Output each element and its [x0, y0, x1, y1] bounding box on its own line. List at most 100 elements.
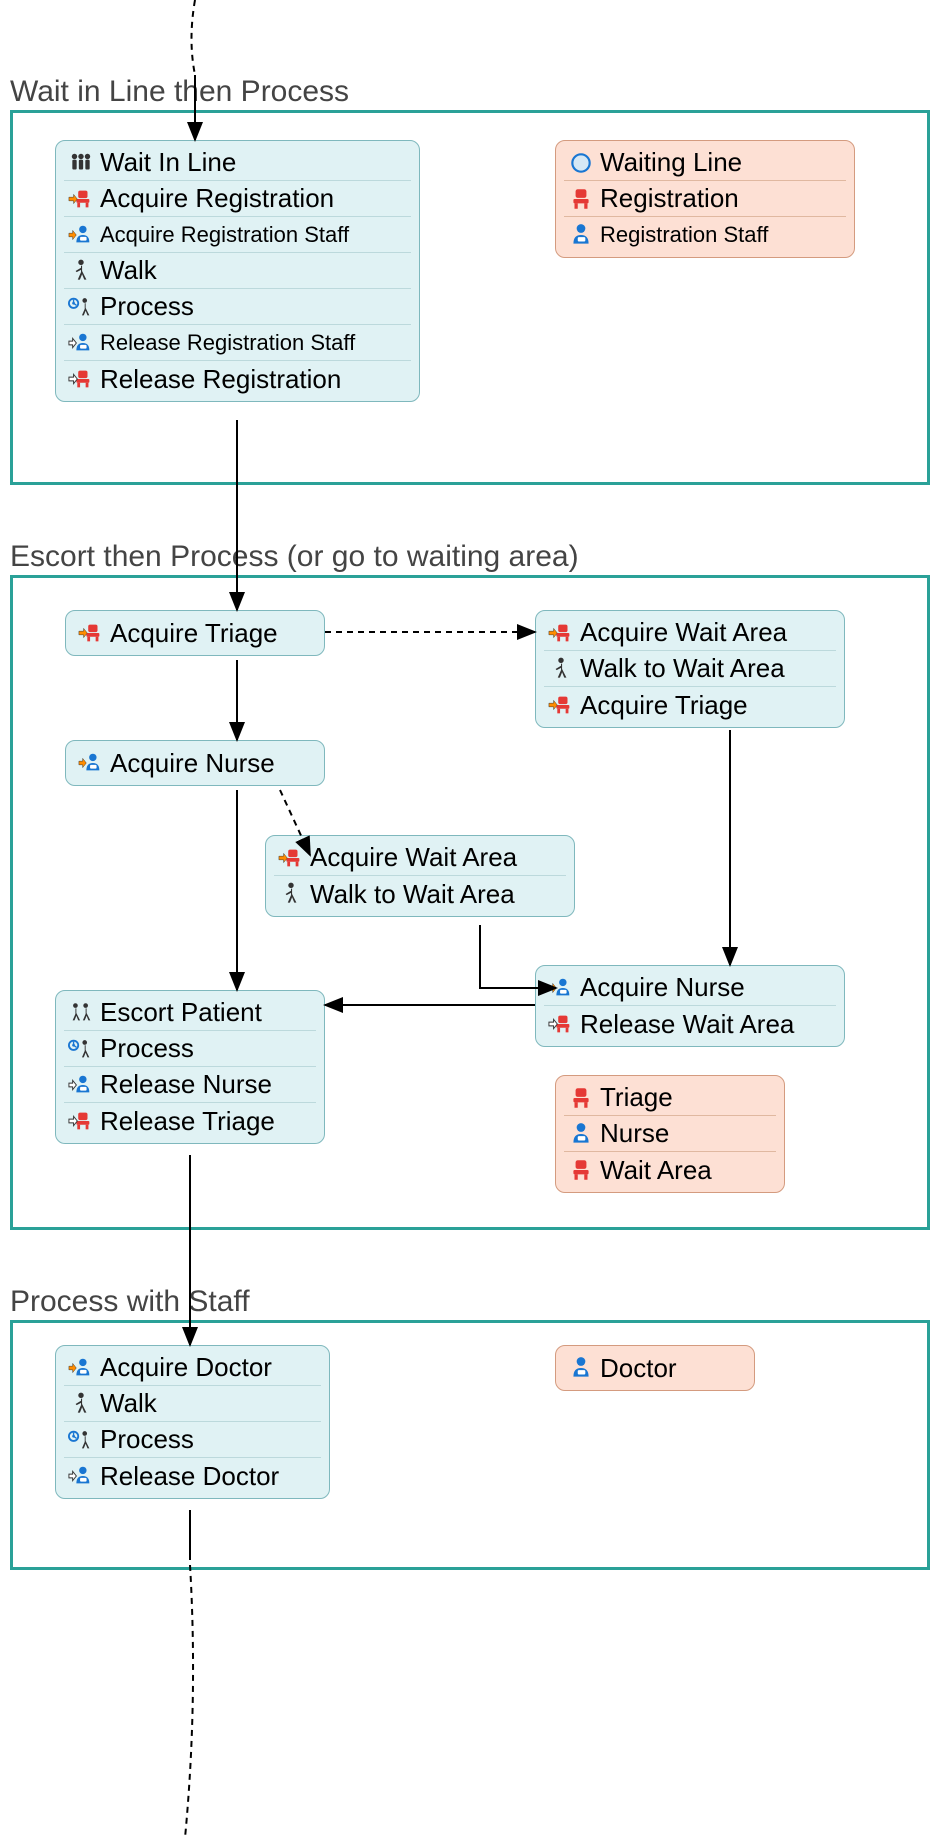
row-n7-3: Release Triage: [64, 1103, 316, 1139]
row-r2-0: Triage: [564, 1080, 776, 1116]
row-label: Process: [100, 1424, 194, 1455]
section-title-3: Process with Staff: [10, 1285, 250, 1319]
row-label: Acquire Registration Staff: [100, 222, 349, 248]
row-n7-0: Escort Patient: [64, 995, 316, 1031]
row-label: Registration Staff: [600, 222, 768, 248]
row-r1-0: Waiting Line: [564, 145, 846, 181]
row-n7-2: Release Nurse: [64, 1067, 316, 1103]
row-label: Acquire Triage: [110, 618, 278, 649]
row-n6-1: Release Wait Area: [544, 1006, 836, 1042]
row-n2-0: Acquire Triage: [74, 615, 316, 651]
row-n1-6: Release Registration: [64, 361, 411, 397]
node-n2: Acquire Triage: [65, 610, 325, 656]
row-label: Acquire Registration: [100, 183, 334, 214]
person-badge-acquire-icon: [548, 975, 574, 1001]
row-label: Acquire Wait Area: [580, 617, 787, 648]
person-badge-release-icon: [68, 1072, 94, 1098]
row-n1-0: Wait In Line: [64, 145, 411, 181]
walk-icon: [68, 1391, 94, 1417]
row-r3-0: Doctor: [564, 1350, 746, 1386]
row-n5-0: Acquire Wait Area: [274, 840, 566, 876]
row-label: Waiting Line: [600, 147, 742, 178]
row-label: Doctor: [600, 1353, 677, 1384]
node-n3: Acquire Wait Area Walk to Wait Area Acquir…: [535, 610, 845, 728]
seat-acquire-icon: [548, 620, 574, 646]
edge-e12: [185, 1565, 193, 1838]
row-label: Nurse: [600, 1118, 669, 1149]
people-queue-icon: [68, 150, 94, 176]
person-badge-icon: [568, 1121, 594, 1147]
circle-icon: [568, 150, 594, 176]
section-title-1: Wait in Line then Process: [10, 75, 349, 109]
row-n3-1: Walk to Wait Area: [544, 651, 836, 687]
person-badge-acquire-icon: [78, 750, 104, 776]
row-n1-1: Acquire Registration: [64, 181, 411, 217]
row-r2-1: Nurse: [564, 1116, 776, 1152]
row-n3-0: Acquire Wait Area: [544, 615, 836, 651]
row-r2-2: Wait Area: [564, 1152, 776, 1188]
row-n4-0: Acquire Nurse: [74, 745, 316, 781]
seat-icon: [568, 1085, 594, 1111]
escort-icon: [68, 1000, 94, 1026]
row-n1-4: Process: [64, 289, 411, 325]
row-label: Walk: [100, 1388, 157, 1419]
edge-e0: [192, 0, 196, 75]
row-label: Release Doctor: [100, 1461, 279, 1492]
row-r1-2: Registration Staff: [564, 217, 846, 253]
row-label: Wait Area: [600, 1155, 712, 1186]
row-label: Registration: [600, 183, 739, 214]
process-icon: [68, 294, 94, 320]
node-n6: Acquire Nurse Release Wait Area: [535, 965, 845, 1047]
row-label: Release Registration Staff: [100, 330, 355, 356]
node-r2: Triage Nurse Wait Area: [555, 1075, 785, 1193]
row-label: Wait In Line: [100, 147, 236, 178]
row-n3-2: Acquire Triage: [544, 687, 836, 723]
seat-acquire-icon: [78, 620, 104, 646]
row-label: Walk: [100, 255, 157, 286]
node-r3: Doctor: [555, 1345, 755, 1391]
person-badge-icon: [568, 1355, 594, 1381]
node-n1: Wait In Line Acquire Registration Acquire …: [55, 140, 420, 402]
row-label: Acquire Nurse: [580, 972, 745, 1003]
seat-acquire-icon: [68, 186, 94, 212]
seat-release-icon: [548, 1011, 574, 1037]
node-r1: Waiting Line Registration Registration Sta…: [555, 140, 855, 258]
person-badge-icon: [568, 222, 594, 248]
seat-acquire-icon: [548, 692, 574, 718]
row-label: Release Nurse: [100, 1069, 272, 1100]
row-label: Acquire Nurse: [110, 748, 275, 779]
walk-icon: [278, 881, 304, 907]
node-n8: Acquire Doctor Walk Process Release Doctor: [55, 1345, 330, 1499]
process-icon: [68, 1036, 94, 1062]
row-label: Process: [100, 1033, 194, 1064]
seat-release-icon: [68, 366, 94, 392]
row-r1-1: Registration: [564, 181, 846, 217]
section-title-2: Escort then Process (or go to waiting ar…: [10, 540, 579, 574]
row-label: Process: [100, 291, 194, 322]
seat-release-icon: [68, 1108, 94, 1134]
row-label: Walk to Wait Area: [310, 879, 515, 910]
row-label: Walk to Wait Area: [580, 653, 785, 684]
person-badge-acquire-icon: [68, 222, 94, 248]
row-label: Acquire Doctor: [100, 1352, 272, 1383]
person-badge-acquire-icon: [68, 1355, 94, 1381]
row-label: Release Wait Area: [580, 1009, 794, 1040]
node-n4: Acquire Nurse: [65, 740, 325, 786]
person-badge-release-icon: [68, 330, 94, 356]
node-n5: Acquire Wait AreaWalk to Wait Area: [265, 835, 575, 917]
row-n1-5: Release Registration Staff: [64, 325, 411, 361]
row-label: Release Registration: [100, 364, 341, 395]
process-icon: [68, 1427, 94, 1453]
seat-icon: [568, 1157, 594, 1183]
row-label: Escort Patient: [100, 997, 262, 1028]
row-label: Acquire Triage: [580, 690, 748, 721]
seat-acquire-icon: [278, 845, 304, 871]
row-n1-2: Acquire Registration Staff: [64, 217, 411, 253]
row-n8-1: Walk: [64, 1386, 321, 1422]
person-badge-release-icon: [68, 1463, 94, 1489]
row-label: Triage: [600, 1082, 673, 1113]
row-n8-2: Process: [64, 1422, 321, 1458]
node-n7: Escort Patient Process Release NurseReleas…: [55, 990, 325, 1144]
seat-icon: [568, 186, 594, 212]
row-n8-3: Release Doctor: [64, 1458, 321, 1494]
